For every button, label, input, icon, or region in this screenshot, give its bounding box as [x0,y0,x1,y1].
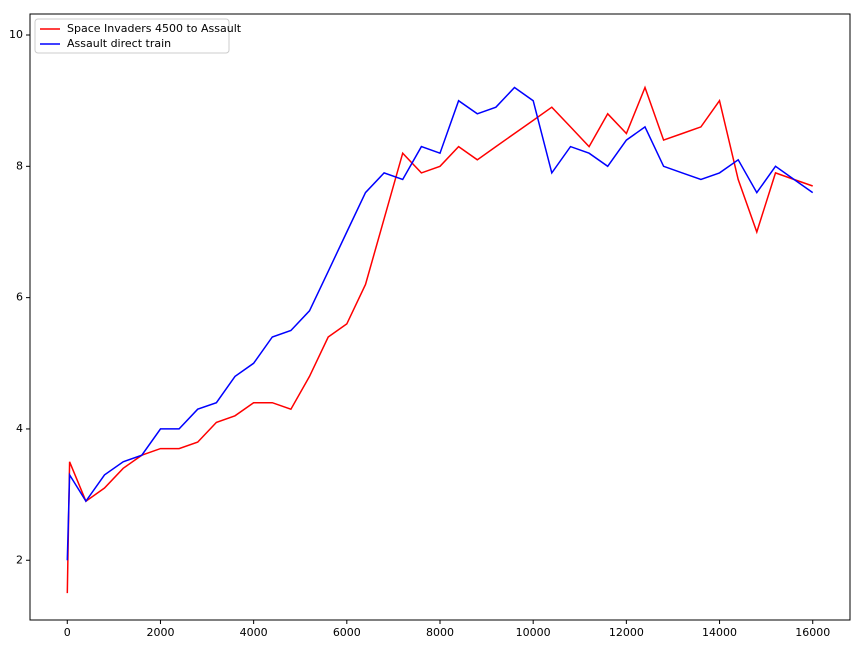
legend: Space Invaders 4500 to Assault Assault di… [34,18,242,54]
y-tick-label: 6 [16,291,23,304]
y-tick-label: 10 [9,28,23,41]
x-tick-label: 4000 [240,626,268,639]
legend-label: Space Invaders 4500 to Assault [67,22,242,35]
series-line [66,85,813,594]
x-tick-label: 6000 [333,626,361,639]
y-tick-label: 4 [16,422,23,435]
legend-label: Assault direct train [67,37,171,50]
x-tick-label: 0 [64,626,71,639]
x-tick-label: 10000 [516,626,551,639]
legend-box [34,18,230,54]
x-tick-label: 12000 [609,626,644,639]
series-line [66,86,814,561]
y-tick-label: 8 [16,159,23,172]
x-tick-label: 2000 [146,626,174,639]
x-tick-label: 16000 [795,626,830,639]
y-tick-label: 2 [16,553,23,566]
plot-area [29,13,851,621]
x-tick-label: 14000 [702,626,737,639]
x-tick-label: 8000 [426,626,454,639]
